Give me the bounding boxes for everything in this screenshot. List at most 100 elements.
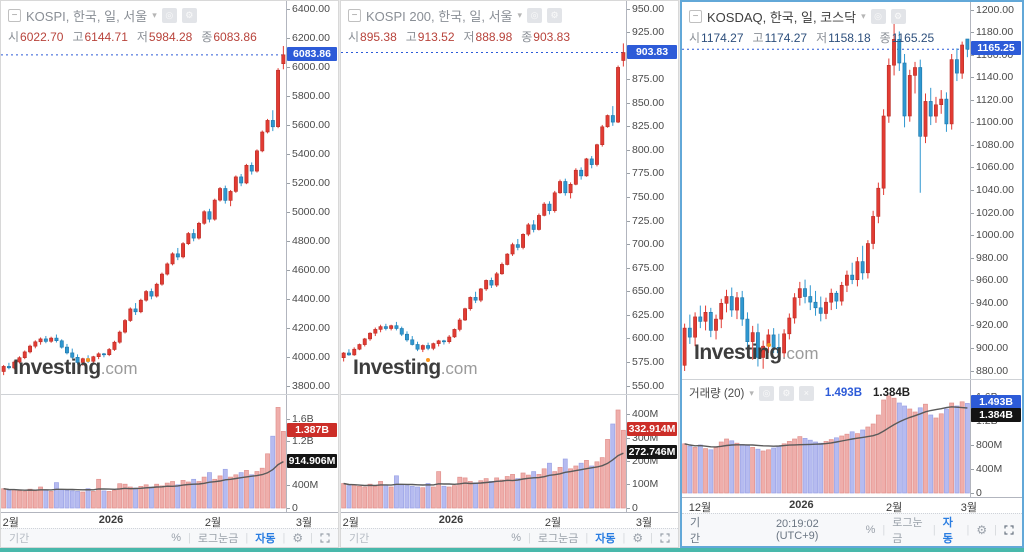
percent-scale-button[interactable]: % [511, 532, 522, 544]
chart-legend: − KOSPI 200, 한국, 일, 서울 ▾ ◎ ⚙ 시895.38 고91… [348, 6, 570, 45]
price-tick: 700.00 [626, 238, 665, 251]
price-chart-canvas[interactable] [1, 1, 286, 394]
price-tick: 1060.00 [971, 161, 1014, 174]
price-tick: 875.00 [626, 73, 665, 86]
high-value: 6144.71 [84, 30, 128, 44]
chart-toolbar: 기간 20:19:02 (UTC+9) % | 로그눈금 | 자동 | ⚙ | [682, 513, 1022, 546]
time-axis-label: 2월 [544, 517, 562, 529]
chevron-down-icon[interactable]: ▾ [749, 387, 754, 398]
logo-dot [426, 358, 430, 362]
price-tick: 1200.00 [971, 3, 1014, 16]
high-value: 913.52 [417, 30, 455, 44]
settings-icon[interactable]: ⚙ [778, 385, 794, 401]
settings-icon[interactable]: ⚙ [181, 8, 197, 23]
settings-icon[interactable]: ⚙ [890, 9, 906, 24]
volume-ma-label: 272.746M [627, 445, 677, 460]
legend-collapse-icon[interactable]: − [348, 9, 361, 22]
fullscreen-icon[interactable] [1004, 525, 1014, 535]
fullscreen-icon[interactable] [320, 533, 330, 543]
auto-scale-button[interactable]: 자동 [255, 533, 276, 545]
time-axis-label: 3월 [960, 502, 978, 514]
volume-ma-label: 1.384B [971, 408, 1021, 423]
time-axis[interactable]: 12월 2026 2월 3월 [682, 497, 1022, 514]
logo-dot [86, 358, 90, 362]
auto-scale-button[interactable]: 자동 [942, 517, 953, 545]
legend-collapse-icon[interactable]: − [689, 10, 702, 23]
price-chart-canvas[interactable] [341, 1, 626, 394]
time-axis-label: 3월 [635, 517, 653, 529]
eye-icon[interactable]: ◎ [870, 9, 886, 24]
close-icon[interactable]: × [798, 385, 814, 401]
chart-title[interactable]: KOSPI 200, 한국, 일, 서울 [366, 9, 513, 24]
chevron-down-icon[interactable]: ▾ [152, 10, 157, 20]
auto-scale-button[interactable]: 자동 [595, 533, 616, 545]
period-button[interactable]: 기간 [349, 533, 370, 545]
price-tick: 3800.00 [287, 379, 330, 392]
price-tick: 5600.00 [287, 118, 330, 131]
log-scale-button[interactable]: 로그눈금 [197, 533, 239, 545]
price-tick: 4000.00 [287, 350, 330, 363]
period-button[interactable]: 기간 [690, 517, 701, 545]
low-value: 888.98 [475, 30, 513, 44]
chart-panel-kospi[interactable]: 6400.00 6200.00 6000.00 5800.00 5600.00 5400.… [0, 0, 339, 548]
price-tick: 650.00 [626, 285, 665, 298]
close-value: 1165.25 [891, 31, 935, 45]
log-scale-button[interactable]: 로그눈금 [892, 517, 923, 545]
volume-chart-canvas[interactable] [682, 380, 970, 497]
price-tick: 550.00 [626, 379, 665, 392]
log-scale-button[interactable]: 로그눈금 [537, 533, 579, 545]
price-pane: 950.00925.00900.00875.00850.00825.00800.… [341, 1, 678, 394]
volume-indicator-title[interactable]: 거래량 (20) [689, 388, 745, 400]
chart-toolbar: 기간 % | 로그눈금 | 자동 | ⚙ | [1, 528, 338, 547]
volume-chart-canvas[interactable] [1, 395, 286, 512]
fullscreen-icon[interactable] [660, 533, 670, 543]
price-tick: 4200.00 [287, 321, 330, 334]
price-axis[interactable]: 950.00925.00900.00875.00850.00825.00800.… [626, 1, 678, 394]
time-axis-label: 2026 [789, 499, 814, 511]
time-axis-label: 2026 [98, 514, 124, 526]
time-axis-label: 2월 [2, 517, 19, 529]
price-axis[interactable]: 1200.001180.001160.001140.001120.001100.… [970, 2, 1022, 379]
percent-scale-button[interactable]: % [171, 532, 182, 544]
ohlc-row: 시895.38 고913.52 저888.98 종903.83 [348, 30, 570, 44]
eye-icon[interactable]: ◎ [161, 8, 177, 23]
price-chart-canvas[interactable] [682, 2, 970, 379]
price-tick: 750.00 [626, 191, 665, 203]
chevron-down-icon[interactable]: ▾ [517, 10, 523, 20]
chart-panel-kosdaq[interactable]: 1200.001180.001160.001140.001120.001100.… [680, 0, 1024, 548]
chevron-down-icon[interactable]: ▾ [861, 11, 866, 21]
price-tick: 880.00 [970, 364, 1009, 377]
time-axis[interactable]: 2월 2026 2월 3월 [1, 512, 338, 529]
volume-current-value: 1.493B [824, 387, 863, 399]
time-axis-label: 2026 [438, 514, 464, 526]
gear-icon[interactable]: ⚙ [976, 523, 988, 537]
chart-panel-kospi200[interactable]: 950.00925.00900.00875.00850.00825.00800.… [340, 0, 679, 548]
price-tick: 1000.00 [971, 229, 1014, 242]
gear-icon[interactable]: ⚙ [632, 531, 644, 545]
ohlc-row: 시6022.70 고6144.71 저5984.28 종6083.86 [8, 30, 257, 44]
gear-icon[interactable]: ⚙ [292, 531, 304, 545]
chart-title[interactable]: KOSPI, 한국, 일, 서울 [26, 9, 148, 24]
price-tick: 940.00 [970, 296, 1009, 309]
volume-axis[interactable]: 400M 300M 200M 100M 0 332.914M 272.746M [626, 395, 678, 514]
legend-collapse-icon[interactable]: − [8, 9, 21, 22]
eye-icon[interactable]: ◎ [758, 385, 774, 401]
investing-logo: Investing .com [13, 356, 138, 379]
eye-icon[interactable]: ◎ [527, 8, 543, 23]
percent-scale-button[interactable]: % [865, 524, 876, 536]
period-button[interactable]: 기간 [9, 533, 30, 545]
chart-title[interactable]: KOSDAQ, 한국, 일, 코스닥 [707, 10, 857, 25]
settings-icon[interactable]: ⚙ [547, 8, 563, 23]
volume-tick: 400M [286, 479, 319, 492]
volume-tick: 400M [626, 408, 659, 421]
price-tick: 1040.00 [971, 184, 1014, 196]
price-axis[interactable]: 6400.00 6200.00 6000.00 5800.00 5600.00 5400.… [286, 1, 338, 394]
chart-toolbar: 기간 % | 로그눈금 | 자동 | ⚙ | [341, 528, 678, 547]
volume-chart-canvas[interactable] [341, 395, 626, 512]
time-axis[interactable]: 2월 2026 2월 3월 [341, 512, 678, 529]
investing-logo: Investing .com [694, 341, 819, 364]
